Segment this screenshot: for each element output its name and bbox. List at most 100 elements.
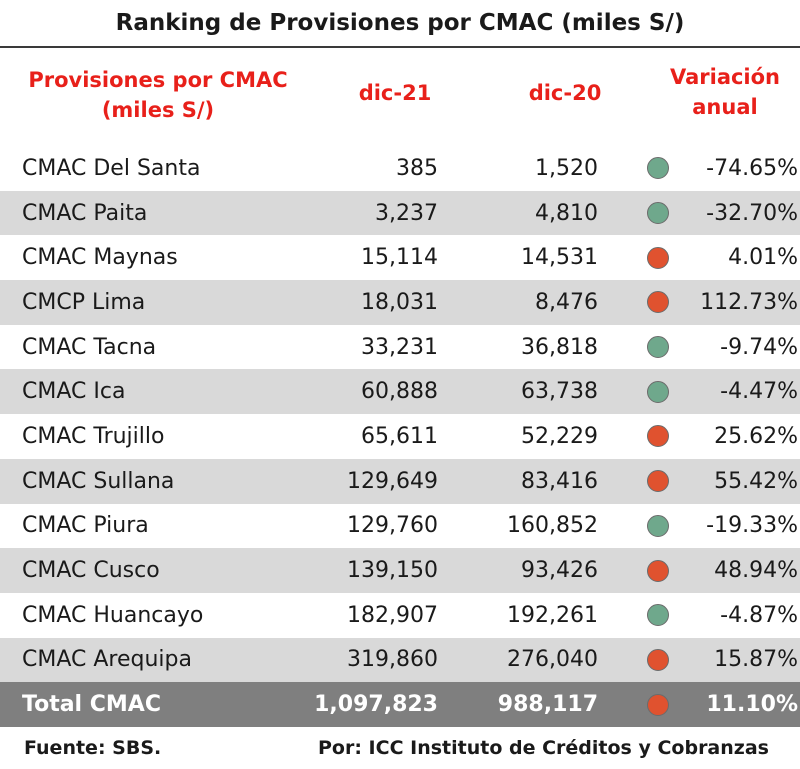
status-dot-decrease-icon — [647, 157, 669, 180]
header-dic21: dic-21 — [358, 81, 432, 105]
row-dic21-value: 3,237 — [375, 200, 438, 226]
row-variation-value: 55.42% — [714, 468, 798, 494]
row-name: CMAC Tacna — [22, 334, 157, 360]
row-variation-value: -74.65% — [706, 155, 798, 181]
chart-title: Ranking de Provisiones por CMAC (miles S… — [115, 10, 685, 36]
row-variation-value: 48.94% — [714, 558, 798, 584]
status-dot-decrease-icon — [647, 514, 669, 537]
row-name: CMAC Trujillo — [22, 423, 165, 449]
table-row: CMAC Cusco 139,150 93,426 48.94% — [0, 548, 800, 593]
row-name: CMAC Arequipa — [22, 647, 192, 673]
row-dic21-value: 33,231 — [361, 334, 438, 360]
row-dic21-value: 182,907 — [347, 602, 438, 628]
row-dic21-value: 129,649 — [347, 468, 438, 494]
row-variation-value: -4.87% — [720, 602, 798, 628]
row-dic20-value: 93,426 — [521, 558, 598, 584]
footer-source: Fuente: SBS. — [24, 737, 162, 759]
row-dic21-value: 18,031 — [361, 289, 438, 315]
row-dic21-value: 65,611 — [361, 423, 438, 449]
header-provisions: Provisiones por CMAC (miles S/) — [8, 65, 308, 125]
row-dic21-value: 319,860 — [347, 647, 438, 673]
status-indicator — [644, 504, 672, 549]
status-dot-increase-icon — [647, 693, 669, 716]
row-variation-value: -4.47% — [720, 379, 798, 405]
row-dic20-value: 276,040 — [507, 647, 598, 673]
row-dic20-value: 1,520 — [535, 155, 598, 181]
row-dic20-value: 36,818 — [521, 334, 598, 360]
row-dic20-value: 52,229 — [521, 423, 598, 449]
row-dic21-value: 15,114 — [361, 245, 438, 271]
row-dic20-value: 192,261 — [507, 602, 598, 628]
row-dic20-value: 988,117 — [497, 692, 598, 718]
status-indicator — [644, 369, 672, 414]
status-indicator — [644, 682, 672, 727]
row-name: CMAC Paita — [22, 200, 148, 226]
table-row: CMAC Sullana 129,649 83,416 55.42% — [0, 458, 800, 504]
row-dic20-value: 8,476 — [535, 289, 598, 315]
status-indicator — [644, 146, 672, 191]
status-dot-increase-icon — [647, 648, 669, 671]
row-variation-value: -32.70% — [706, 200, 798, 226]
total-row: Total CMAC 1,097,823 988,117 11.10% — [0, 682, 800, 727]
row-name: CMAC Ica — [22, 379, 126, 405]
table-row: CMAC Del Santa 385 1,520 -74.65% — [0, 146, 800, 191]
status-dot-increase-icon — [647, 470, 669, 493]
row-name: CMAC Sullana — [22, 468, 175, 494]
header-variation: Variación anual — [650, 62, 800, 122]
row-dic21-value: 1,097,823 — [314, 692, 438, 718]
row-name: CMAC Piura — [22, 513, 149, 539]
status-indicator — [644, 325, 672, 370]
table-row: CMCP Lima 18,031 8,476 112.73% — [0, 280, 800, 325]
row-dic20-value: 63,738 — [521, 379, 598, 405]
row-dic21-value: 129,760 — [347, 513, 438, 539]
status-indicator — [644, 191, 672, 236]
row-dic20-value: 14,531 — [521, 245, 598, 271]
table-row: CMAC Piura 129,760 160,852 -19.33% — [0, 504, 800, 549]
table-row: CMAC Paita 3,237 4,810 -32.70% — [0, 190, 800, 236]
row-dic20-value: 160,852 — [507, 513, 598, 539]
status-indicator — [644, 280, 672, 325]
title-divider — [0, 46, 800, 48]
status-dot-decrease-icon — [647, 336, 669, 359]
header-provisions-line1: Provisiones por CMAC — [28, 68, 288, 92]
table-row: CMAC Trujillo 65,611 52,229 25.62% — [0, 414, 800, 459]
status-dot-decrease-icon — [647, 604, 669, 627]
header-dic20: dic-20 — [528, 81, 602, 105]
row-variation-value: -19.33% — [706, 513, 798, 539]
table-row: CMAC Maynas 15,114 14,531 4.01% — [0, 235, 800, 280]
row-name: CMAC Maynas — [22, 245, 178, 271]
header-variation-line1: Variación — [669, 65, 781, 89]
header-variation-line2: anual — [692, 95, 758, 119]
status-dot-increase-icon — [647, 291, 669, 314]
row-dic20-value: 83,416 — [521, 468, 598, 494]
status-dot-increase-icon — [647, 425, 669, 448]
status-dot-decrease-icon — [647, 202, 669, 225]
table-body: CMAC Del Santa 385 1,520 -74.65% CMAC Paita 3… — [0, 146, 800, 727]
status-indicator — [644, 593, 672, 638]
row-variation-value: 25.62% — [714, 423, 798, 449]
row-variation-value: 15.87% — [714, 647, 798, 673]
table-row: CMAC Huancayo 182,907 192,261 -4.87% — [0, 593, 800, 638]
status-dot-increase-icon — [647, 246, 669, 269]
table-row: CMAC Tacna 33,231 36,818 -9.74% — [0, 325, 800, 370]
row-name: CMCP Lima — [22, 289, 146, 315]
row-variation-value: 112.73% — [700, 289, 798, 315]
status-indicator — [644, 459, 672, 504]
row-variation-value: 4.01% — [728, 245, 798, 271]
row-dic21-value: 60,888 — [361, 379, 438, 405]
row-dic21-value: 139,150 — [347, 558, 438, 584]
status-indicator — [644, 548, 672, 593]
row-name: CMAC Cusco — [22, 558, 160, 584]
row-name: CMAC Huancayo — [22, 602, 204, 628]
status-indicator — [644, 235, 672, 280]
table-row: CMAC Arequipa 319,860 276,040 15.87% — [0, 637, 800, 683]
row-name: CMAC Del Santa — [22, 155, 201, 181]
row-dic20-value: 4,810 — [535, 200, 598, 226]
row-name: Total CMAC — [22, 692, 161, 718]
status-indicator — [644, 414, 672, 459]
footer-author: Por: ICC Instituto de Créditos y Cobranz… — [318, 737, 769, 759]
row-dic21-value: 385 — [396, 155, 438, 181]
status-dot-increase-icon — [647, 559, 669, 582]
status-indicator — [644, 638, 672, 683]
status-dot-decrease-icon — [647, 380, 669, 403]
